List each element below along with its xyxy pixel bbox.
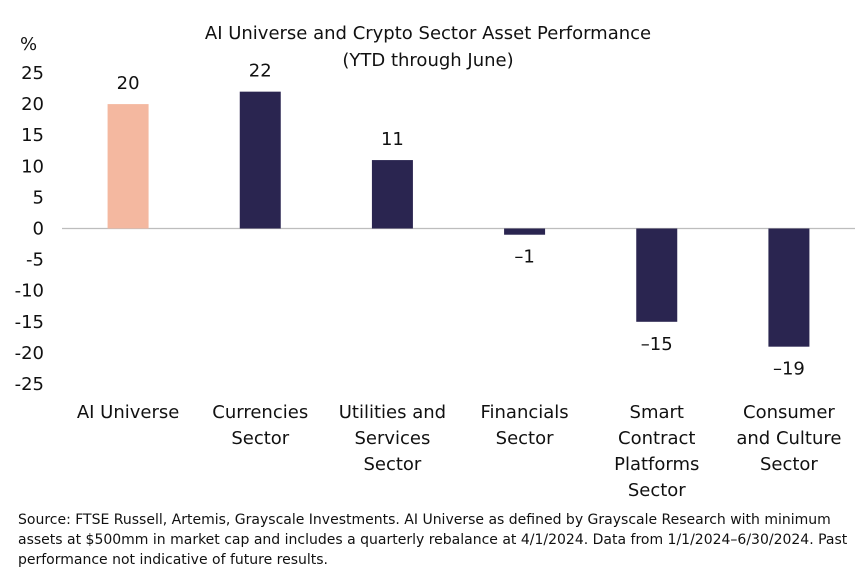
- x-tick-label-4-1: Contract: [618, 428, 695, 449]
- data-label-4: –15: [641, 334, 673, 355]
- data-label-0: 20: [117, 73, 140, 94]
- y-tick-label-9: -20: [15, 343, 44, 364]
- chart-title: AI Universe and Crypto Sector Asset Perf…: [205, 23, 651, 44]
- x-tick-label-0-0: AI Universe: [77, 402, 180, 423]
- y-tick-label-6: -5: [26, 250, 44, 271]
- x-tick-label-4-3: Sector: [628, 480, 686, 500]
- bar-3: [504, 228, 546, 235]
- data-label-5: –19: [773, 359, 805, 380]
- x-tick-label-2-0: Utilities and: [339, 402, 446, 423]
- y-tick-label-2: 15: [21, 125, 44, 146]
- x-tick-label-4-0: Smart: [630, 402, 684, 423]
- y-tick-label-5: 0: [33, 219, 44, 240]
- bar-2: [371, 160, 413, 229]
- x-tick-label-3-1: Sector: [496, 428, 554, 449]
- x-tick-label-2-1: Services: [354, 428, 430, 449]
- chart-subtitle: (YTD through June): [342, 50, 513, 71]
- data-label-1: 22: [249, 61, 272, 82]
- bar-chart-svg: AI Universe and Crypto Sector Asset Perf…: [15, 23, 855, 500]
- x-tick-label-5-1: and Culture: [736, 428, 841, 449]
- x-tick-label-2-2: Sector: [363, 454, 421, 475]
- y-tick-label-0: 25: [21, 63, 44, 84]
- x-tick-label-1-0: Currencies: [212, 402, 308, 423]
- y-tick-label-10: -25: [15, 374, 44, 395]
- data-label-3: –1: [514, 247, 534, 268]
- y-tick-label-3: 10: [21, 156, 44, 177]
- x-tick-label-5-2: Sector: [760, 454, 818, 475]
- x-tick-label-4-2: Platforms: [614, 454, 699, 475]
- x-tick-label-5-0: Consumer: [743, 402, 835, 423]
- x-tick-label-3-0: Financials: [480, 402, 568, 423]
- y-tick-label-1: 20: [21, 94, 44, 115]
- y-axis-unit: %: [20, 34, 37, 55]
- x-tick-label-1-1: Sector: [231, 428, 289, 449]
- data-label-2: 11: [381, 129, 404, 150]
- y-tick-label-7: -10: [15, 281, 44, 302]
- bar-0: [107, 104, 149, 229]
- y-tick-label-4: 5: [33, 187, 44, 208]
- bar-4: [636, 228, 678, 322]
- y-tick-label-8: -15: [15, 312, 44, 333]
- bar-5: [768, 228, 810, 347]
- footnote: Source: FTSE Russell, Artemis, Grayscale…: [18, 512, 848, 568]
- bar-1: [239, 91, 281, 229]
